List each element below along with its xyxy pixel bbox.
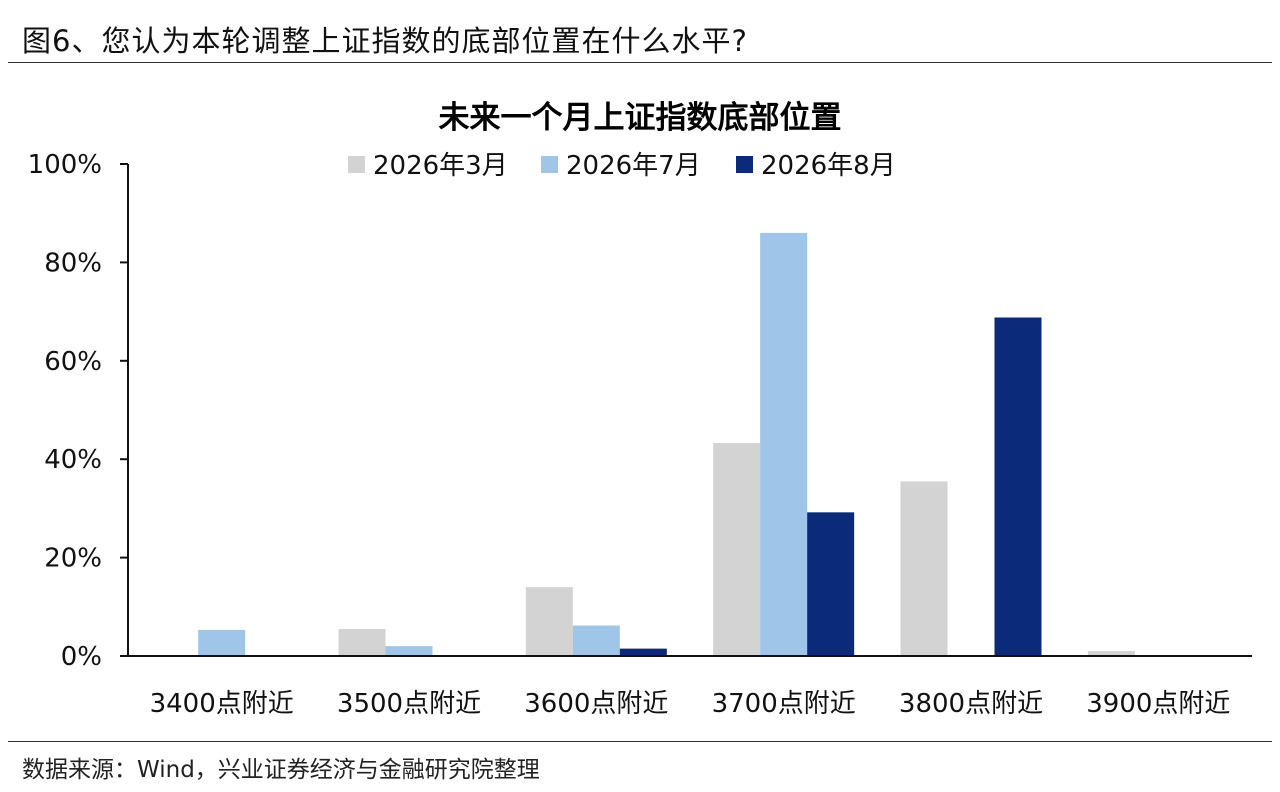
bar [525, 587, 573, 656]
bar [338, 628, 386, 656]
bar [619, 648, 667, 656]
legend-label: 2026年3月 [373, 151, 508, 181]
y-tick-label: 100% [28, 150, 102, 180]
legend-swatch [348, 156, 365, 173]
legend: 2026年3月 2026年7月 2026年8月 [348, 151, 896, 181]
y-tick-label: 0% [61, 642, 102, 672]
bar [713, 442, 761, 656]
bar [198, 629, 246, 656]
bottom-divider [8, 741, 1272, 742]
bar [760, 232, 808, 656]
x-category-label: 3900点附近 [1086, 689, 1230, 719]
legend-swatch [736, 156, 753, 173]
x-category-label: 3500点附近 [337, 689, 481, 719]
legend-label: 2026年8月 [761, 151, 896, 181]
x-category-label: 3600点附近 [524, 689, 668, 719]
y-tick-label: 60% [44, 347, 102, 377]
figure-title: 图6、您认为本轮调整上证指数的底部位置在什么水平? [22, 24, 748, 58]
y-tick-label: 20% [44, 544, 102, 574]
bar [807, 512, 855, 656]
x-category-label: 3700点附近 [712, 689, 856, 719]
bar [385, 646, 433, 656]
y-tick-label: 40% [44, 445, 102, 475]
bar-chart: 未来一个月上证指数底部位置 2026年3月 2026年7月 2026年8月 0% 20… [28, 100, 1252, 719]
bar [994, 317, 1042, 656]
y-axis: 0% 20% 40% 60% 80% 100% [28, 150, 129, 672]
bar [900, 481, 948, 656]
bar [572, 625, 620, 656]
x-category-label: 3800点附近 [899, 689, 1043, 719]
legend-swatch [541, 156, 558, 173]
x-category-label: 3400点附近 [150, 689, 294, 719]
top-divider [8, 62, 1272, 63]
source-note: 数据来源：Wind，兴业证券经济与金融研究院整理 [22, 757, 540, 783]
bar [1087, 651, 1135, 656]
bars [198, 232, 1135, 656]
legend-label: 2026年7月 [566, 151, 701, 181]
chart-title: 未来一个月上证指数底部位置 [439, 100, 842, 136]
x-axis: 3400点附近 3500点附近 3600点附近 3700点附近 3800点附近 3900点… [128, 655, 1252, 719]
y-tick-label: 80% [44, 248, 102, 278]
